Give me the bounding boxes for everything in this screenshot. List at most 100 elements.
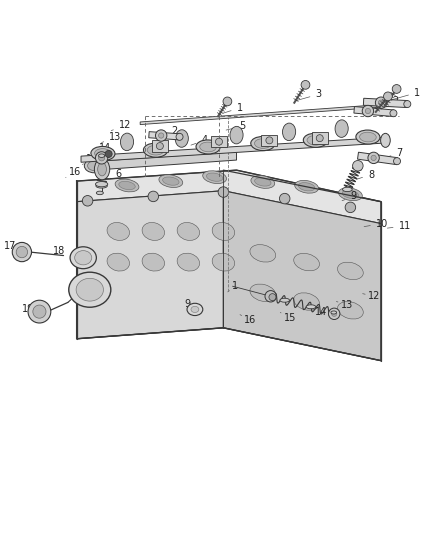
- Circle shape: [368, 152, 379, 164]
- Polygon shape: [312, 133, 328, 144]
- Ellipse shape: [191, 306, 199, 312]
- Circle shape: [16, 246, 28, 258]
- Circle shape: [384, 92, 392, 101]
- Circle shape: [82, 196, 93, 206]
- Polygon shape: [140, 103, 394, 125]
- Text: 9: 9: [184, 298, 194, 309]
- Circle shape: [266, 137, 273, 144]
- Ellipse shape: [142, 222, 165, 240]
- Circle shape: [265, 290, 276, 302]
- Circle shape: [390, 110, 397, 117]
- Ellipse shape: [95, 182, 108, 187]
- Circle shape: [156, 142, 163, 150]
- Text: 15: 15: [82, 154, 99, 165]
- Circle shape: [332, 311, 337, 317]
- Circle shape: [279, 193, 290, 204]
- Circle shape: [393, 158, 400, 165]
- Circle shape: [362, 106, 374, 117]
- Ellipse shape: [99, 154, 105, 157]
- Ellipse shape: [142, 253, 165, 271]
- Text: 8: 8: [357, 169, 374, 180]
- Polygon shape: [364, 98, 407, 108]
- Ellipse shape: [306, 305, 316, 309]
- Text: 16: 16: [240, 314, 257, 325]
- Ellipse shape: [338, 302, 363, 319]
- Circle shape: [353, 160, 363, 171]
- Ellipse shape: [200, 142, 216, 152]
- Circle shape: [218, 187, 229, 197]
- Ellipse shape: [307, 135, 324, 145]
- Circle shape: [155, 130, 167, 141]
- Ellipse shape: [250, 284, 276, 302]
- Circle shape: [148, 191, 159, 201]
- Ellipse shape: [335, 120, 348, 138]
- Ellipse shape: [175, 130, 188, 147]
- Circle shape: [33, 305, 46, 318]
- Ellipse shape: [119, 181, 135, 190]
- Circle shape: [392, 85, 401, 93]
- Ellipse shape: [159, 175, 183, 188]
- Ellipse shape: [230, 126, 243, 144]
- Ellipse shape: [203, 171, 226, 183]
- Text: 14: 14: [94, 143, 112, 154]
- Text: 9: 9: [342, 191, 357, 201]
- Text: 15: 15: [280, 312, 296, 323]
- Ellipse shape: [162, 177, 179, 185]
- Circle shape: [12, 243, 32, 262]
- Ellipse shape: [283, 123, 296, 141]
- Polygon shape: [152, 140, 168, 152]
- Ellipse shape: [94, 159, 110, 180]
- Circle shape: [375, 97, 387, 108]
- Ellipse shape: [107, 222, 130, 240]
- Ellipse shape: [294, 253, 319, 271]
- Polygon shape: [94, 152, 237, 170]
- Ellipse shape: [254, 178, 271, 186]
- Polygon shape: [77, 170, 381, 223]
- Circle shape: [215, 138, 223, 145]
- Text: 1: 1: [223, 103, 243, 113]
- Ellipse shape: [295, 180, 318, 193]
- Circle shape: [328, 308, 340, 319]
- Text: 10: 10: [364, 219, 388, 229]
- Circle shape: [28, 300, 51, 323]
- Ellipse shape: [280, 298, 290, 302]
- Ellipse shape: [96, 191, 103, 195]
- Ellipse shape: [254, 139, 271, 148]
- Polygon shape: [261, 135, 277, 146]
- Ellipse shape: [69, 272, 111, 307]
- Polygon shape: [81, 138, 385, 162]
- Ellipse shape: [212, 253, 235, 271]
- Text: 19: 19: [22, 304, 39, 313]
- Ellipse shape: [147, 146, 164, 155]
- Text: 6: 6: [109, 168, 121, 179]
- Ellipse shape: [177, 253, 200, 271]
- Text: 18: 18: [53, 246, 72, 256]
- Ellipse shape: [120, 133, 134, 151]
- Ellipse shape: [360, 132, 376, 142]
- Text: 4: 4: [191, 135, 208, 146]
- Circle shape: [404, 101, 411, 108]
- Ellipse shape: [96, 184, 107, 188]
- Ellipse shape: [76, 278, 103, 301]
- Ellipse shape: [212, 222, 235, 240]
- Circle shape: [269, 294, 276, 301]
- Ellipse shape: [115, 179, 139, 192]
- Ellipse shape: [91, 147, 115, 160]
- Text: 20: 20: [74, 278, 92, 288]
- Text: 11: 11: [387, 221, 411, 231]
- Ellipse shape: [177, 222, 200, 240]
- Ellipse shape: [304, 133, 327, 147]
- Ellipse shape: [206, 173, 223, 181]
- Ellipse shape: [144, 143, 167, 157]
- Polygon shape: [223, 191, 381, 361]
- Circle shape: [176, 133, 183, 140]
- Ellipse shape: [338, 262, 363, 280]
- Text: 1: 1: [390, 87, 420, 100]
- Polygon shape: [354, 107, 394, 117]
- Ellipse shape: [88, 161, 101, 171]
- Ellipse shape: [70, 247, 96, 269]
- Circle shape: [105, 150, 112, 157]
- Circle shape: [99, 155, 105, 161]
- Text: 14: 14: [310, 308, 327, 318]
- Ellipse shape: [251, 175, 275, 188]
